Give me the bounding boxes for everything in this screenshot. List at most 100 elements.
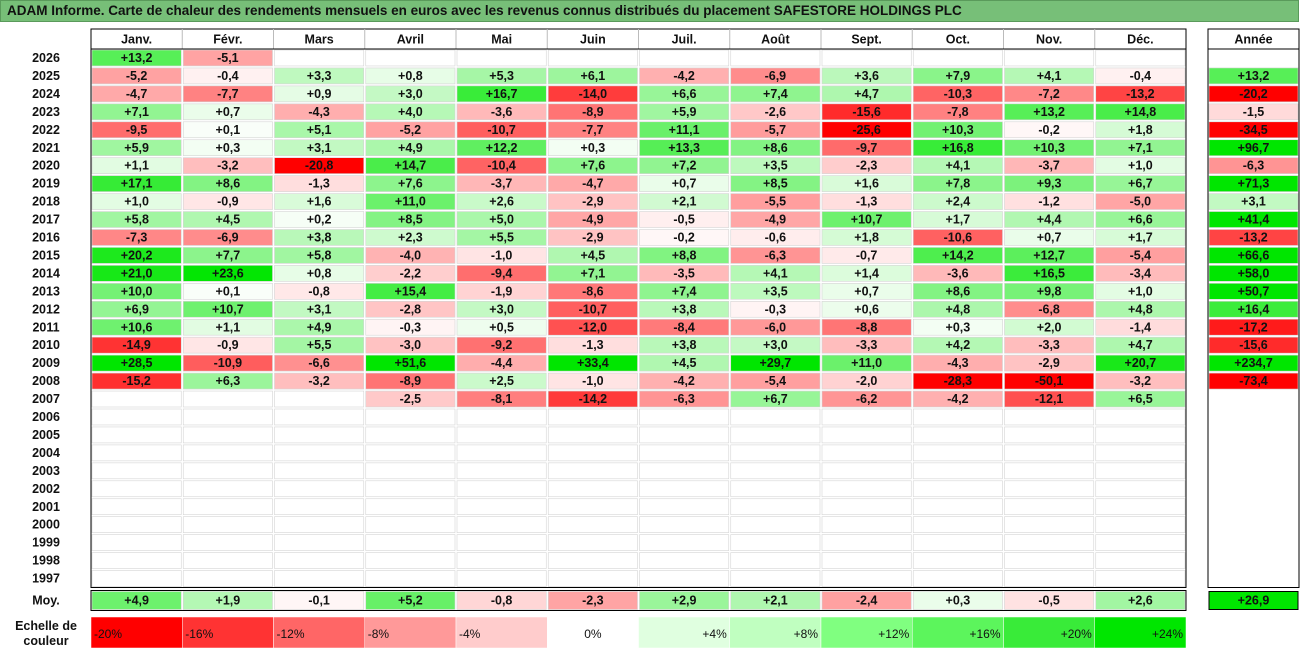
month-header-11: Nov. <box>1036 33 1062 47</box>
heatmap-cell <box>730 175 821 192</box>
cell-value: -7,8 <box>947 105 969 119</box>
cell-value: -3,2 <box>217 159 239 173</box>
heatmap-cell <box>1095 283 1186 300</box>
heatmap-cell <box>274 67 365 85</box>
heatmap-cell <box>1004 462 1095 480</box>
average-cell <box>639 591 730 610</box>
color-scale-stop: -8% <box>368 627 390 641</box>
cell-value: +3,1 <box>307 141 332 155</box>
heatmap-cell <box>182 193 273 210</box>
cell-value: +4,7 <box>1128 338 1153 352</box>
heatmap-cell <box>821 283 912 300</box>
average-value: +1,9 <box>216 594 241 608</box>
month-header-1: Janv. <box>121 33 152 47</box>
heatmap-cell <box>274 175 365 192</box>
color-scale-stop: 0% <box>584 627 602 641</box>
heatmap-cell <box>547 121 638 139</box>
annual-cell <box>1208 372 1299 390</box>
cell-value: +6,6 <box>672 87 697 101</box>
cell-value: +0,7 <box>854 284 879 298</box>
annual-cell <box>1209 462 1298 479</box>
heatmap-cell <box>1095 175 1186 192</box>
month-header-10: Oct. <box>946 33 970 47</box>
cell-value: -2,5 <box>400 392 422 406</box>
annual-cell <box>1209 498 1298 515</box>
annual-cell <box>1209 516 1298 533</box>
cell-value: -0,5 <box>673 213 695 227</box>
cell-value: -6,3 <box>765 248 787 262</box>
heatmap-cell <box>730 372 821 390</box>
heatmap-cell <box>639 516 730 533</box>
heatmap-cell <box>547 480 638 498</box>
year-label: 2015 <box>32 248 60 262</box>
heatmap-cell <box>456 444 547 462</box>
cell-value: -3,7 <box>491 177 513 191</box>
heatmap-cell <box>912 480 1003 498</box>
heatmap-cell <box>1004 85 1095 103</box>
annual-value: -6,3 <box>1243 159 1265 173</box>
annual-cell <box>1209 552 1298 569</box>
heatmap-cell <box>639 444 730 462</box>
heatmap-cell <box>1004 265 1095 282</box>
heatmap-cell <box>639 157 730 174</box>
annual-cell <box>1209 480 1298 497</box>
heatmap-cell <box>912 121 1003 139</box>
cell-value: -7,7 <box>582 123 604 137</box>
heatmap-cell <box>274 193 365 210</box>
cell-value: +4,8 <box>946 302 971 316</box>
month-header-2: Févr. <box>213 33 242 47</box>
cell-value: +1,0 <box>1128 284 1153 298</box>
cell-value: +1,7 <box>1128 231 1153 245</box>
heatmap-cell <box>639 247 730 264</box>
cell-value: -2,9 <box>582 195 604 209</box>
heatmap-cell <box>912 354 1003 372</box>
heatmap-cell <box>365 67 456 85</box>
heatmap-cell <box>456 67 547 85</box>
heatmap-cell <box>91 103 182 121</box>
heatmap-cell <box>639 211 730 228</box>
heatmap-cell <box>456 265 547 282</box>
heatmap-cell <box>639 462 730 480</box>
annual-value: +96,7 <box>1238 141 1270 155</box>
heatmap-cell <box>547 354 638 372</box>
heatmap-cell <box>912 570 1003 587</box>
average-label: Moy. <box>32 594 60 608</box>
heatmap-cell <box>821 247 912 264</box>
heatmap-cell <box>182 85 273 103</box>
heatmap-cell <box>274 516 365 533</box>
cell-value: -5,4 <box>765 374 787 388</box>
cell-value: -8,9 <box>400 374 422 388</box>
cell-value: +1,8 <box>1128 123 1153 137</box>
heatmap-cell <box>365 570 456 587</box>
cell-value: -5,0 <box>1130 195 1152 209</box>
year-label: 2009 <box>32 356 60 370</box>
cell-value: -10,6 <box>944 231 973 245</box>
annual-cell <box>1208 247 1299 264</box>
heatmap-cell <box>456 283 547 300</box>
cell-value: -6,8 <box>1038 302 1060 316</box>
heatmap-cell <box>730 265 821 282</box>
heatmap-cell <box>91 175 182 192</box>
annual-cell <box>1208 229 1299 246</box>
cell-value: +0,6 <box>854 302 879 316</box>
cell-value: -1,0 <box>491 248 513 262</box>
heatmap-cell <box>365 157 456 174</box>
average-annual-cell <box>1208 591 1299 610</box>
cell-value: +0,3 <box>216 141 241 155</box>
average-value: +2,6 <box>1128 594 1153 608</box>
heatmap-cell <box>1095 426 1186 444</box>
annual-cell <box>1209 426 1298 443</box>
cell-value: +4,5 <box>672 356 697 370</box>
cell-value: -4,2 <box>673 69 695 83</box>
cell-value: -2,9 <box>582 231 604 245</box>
annual-value: -15,6 <box>1239 338 1268 352</box>
heatmap-cell <box>821 139 912 156</box>
heatmap-cell <box>1095 516 1186 533</box>
cell-value: -14,0 <box>579 87 608 101</box>
heatmap-cell <box>912 516 1003 533</box>
heatmap-cell <box>730 426 821 444</box>
heatmap-cell <box>1004 103 1095 121</box>
heatmap-cell <box>182 462 273 480</box>
heatmap-cell <box>274 390 365 408</box>
